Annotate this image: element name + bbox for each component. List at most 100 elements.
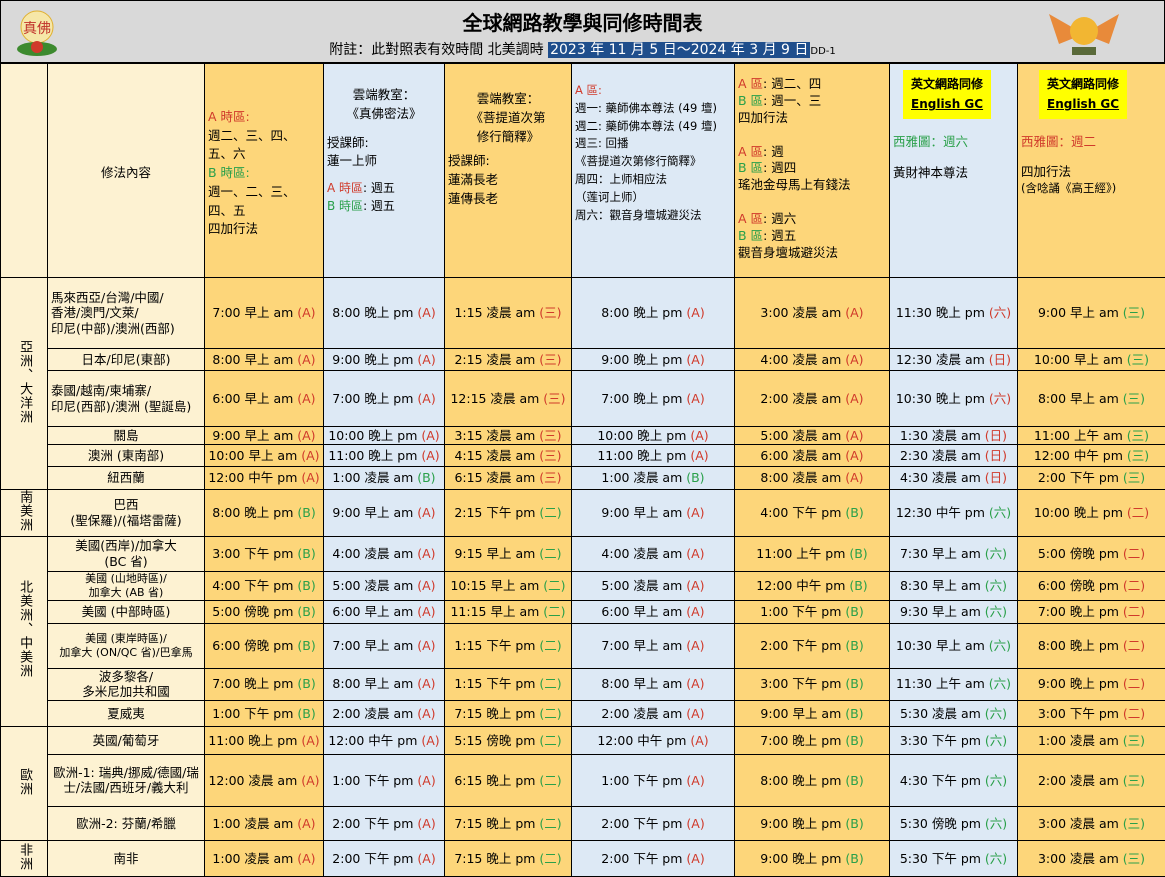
local-time: 10:00 晚上 pm <box>597 428 690 443</box>
zone-tag: (A) <box>417 546 435 561</box>
zone-tag: (六) <box>985 578 1007 593</box>
place-name: 南非 <box>48 840 205 876</box>
zone-tag: (A) <box>417 305 435 320</box>
zone-tag: (日) <box>985 470 1007 485</box>
local-time: 9:00 早上 am <box>601 505 686 520</box>
time-cell: 9:00 早上 am (A) <box>205 427 324 445</box>
time-cell: 7:00 晚上 pm (A) <box>572 371 735 427</box>
column-cloud-class-lamrim: 雲端教室：《菩提道次第修行簡釋》授課師:蓮滿長老蓮傳長老 <box>445 64 572 278</box>
time-cell: 12:15 凌晨 am (三) <box>445 371 572 427</box>
zone-tag: (A) <box>417 604 435 619</box>
page-title: 全球網路教學與同修時間表 <box>1 1 1164 36</box>
local-time: 11:30 晚上 pm <box>896 305 989 320</box>
time-cell: 3:00 下午 pm (B) <box>735 668 890 700</box>
time-cell: 8:00 早上 am (A) <box>324 668 445 700</box>
local-time: 1:00 凌晨 am <box>212 851 297 866</box>
time-cell: 7:00 晚上 pm (A) <box>324 371 445 427</box>
local-time: 2:00 凌晨 am <box>332 706 417 721</box>
zone-tag: (A) <box>297 305 315 320</box>
local-time: 1:00 下午 pm <box>212 706 297 721</box>
local-time: 12:30 凌晨 am <box>896 352 989 367</box>
place-name: 美國 (中部時區) <box>48 600 205 623</box>
local-time: 5:30 傍晚 pm <box>900 816 985 831</box>
zone-tag: (三) <box>1127 448 1149 463</box>
zone-tag: (A) <box>845 305 863 320</box>
zone-tag: (三) <box>1123 470 1145 485</box>
zone-tag: (二) <box>1123 578 1145 593</box>
place-name: 澳洲 (東南部) <box>48 445 205 467</box>
local-time: 9:00 早上 am <box>212 428 297 443</box>
local-time: 1:30 凌晨 am <box>900 428 985 443</box>
zone-tag: (三) <box>1123 391 1145 406</box>
zone-tag: (B) <box>297 505 315 520</box>
time-cell: 8:00 凌晨 am (A) <box>735 467 890 490</box>
time-cell: 11:30 晚上 pm (六) <box>890 278 1018 349</box>
zone-tag: (B) <box>845 638 863 653</box>
local-time: 7:15 晚上 pm <box>454 816 539 831</box>
zone-tag: (A) <box>686 352 704 367</box>
local-time: 8:00 早上 am <box>332 676 417 691</box>
time-cell: 5:30 下午 pm (六) <box>890 840 1018 876</box>
local-time: 5:00 凌晨 am <box>760 428 845 443</box>
local-time: 3:30 下午 pm <box>900 733 985 748</box>
time-cell: 10:00 早上 am (A) <box>205 445 324 467</box>
zone-tag: (A) <box>417 578 435 593</box>
time-cell: 11:30 上午 am (六) <box>890 668 1018 700</box>
region-label: 南美洲 <box>16 490 32 532</box>
time-cell: 4:00 凌晨 am (A) <box>735 349 890 371</box>
zone-tag: (B) <box>845 773 863 788</box>
date-range: 2023 年 11 月 5 日～2024 年 3 月 9 日 <box>548 42 810 58</box>
table-row: 亞洲、大洋洲馬來西亞/台灣/中國/ 香港/澳門/文萊/ 印尼(中部)/澳洲(西部… <box>1 278 1165 349</box>
local-time: 2:00 凌晨 am <box>601 706 686 721</box>
zone-tag: (A) <box>686 706 704 721</box>
local-time: 8:00 晚上 pm <box>601 305 686 320</box>
local-time: 1:15 下午 pm <box>454 676 539 691</box>
time-cell: 4:00 下午 pm (B) <box>205 571 324 600</box>
place-name: 日本/印尼(東部) <box>48 349 205 371</box>
zone-tag: (二) <box>539 816 561 831</box>
region-label: 北美洲、中美洲 <box>16 580 32 678</box>
local-time: 11:00 上午 am <box>1034 428 1127 443</box>
local-time: 10:00 早上 am <box>208 448 301 463</box>
zone-tag: (A) <box>690 448 708 463</box>
time-cell: 7:00 早上 am (A) <box>205 278 324 349</box>
zone-tag: (A) <box>297 851 315 866</box>
zone-tag: (A) <box>845 470 863 485</box>
time-cell: 2:00 下午 pm (B) <box>735 623 890 668</box>
local-time: 11:00 晚上 pm <box>208 733 301 748</box>
zone-tag: (六) <box>985 816 1007 831</box>
time-cell: 7:00 晚上 pm (二) <box>1018 600 1165 623</box>
local-time: 5:30 凌晨 am <box>900 706 985 721</box>
zone-tag: (日) <box>989 352 1011 367</box>
time-cell: 2:00 下午 pm (A) <box>572 840 735 876</box>
local-time: 10:30 早上 am <box>896 638 989 653</box>
time-cell: 2:00 下午 pm (A) <box>572 806 735 840</box>
time-cell: 12:30 凌晨 am (日) <box>890 349 1018 371</box>
time-cell: 4:00 凌晨 am (A) <box>324 536 445 571</box>
region-label: 亞洲、大洋洲 <box>16 340 32 424</box>
local-time: 3:15 凌晨 am <box>454 428 539 443</box>
local-time: 7:00 晚上 pm <box>760 733 845 748</box>
zone-tag: (三) <box>1123 733 1145 748</box>
zone-tag: (六) <box>985 546 1007 561</box>
zone-tag: (A) <box>686 604 704 619</box>
zone-tag: (二) <box>1123 676 1145 691</box>
time-cell: 8:00 晚上 pm (A) <box>324 278 445 349</box>
time-cell: 8:00 早上 am (A) <box>572 668 735 700</box>
time-cell: 9:00 晚上 pm (B) <box>735 806 890 840</box>
zone-tag: (A) <box>686 773 704 788</box>
local-time: 11:00 晚上 pm <box>328 448 421 463</box>
local-time: 8:00 晚上 pm <box>332 305 417 320</box>
local-time: 8:00 早上 am <box>1038 391 1123 406</box>
zone-tag: (A) <box>301 733 319 748</box>
local-time: 10:00 早上 am <box>1034 352 1127 367</box>
zone-tag: (三) <box>539 428 561 443</box>
zone-tag: (二) <box>539 505 561 520</box>
time-cell: 4:15 凌晨 am (三) <box>445 445 572 467</box>
time-cell: 8:00 晚上 pm (A) <box>572 278 735 349</box>
zone-tag: (B) <box>849 546 867 561</box>
